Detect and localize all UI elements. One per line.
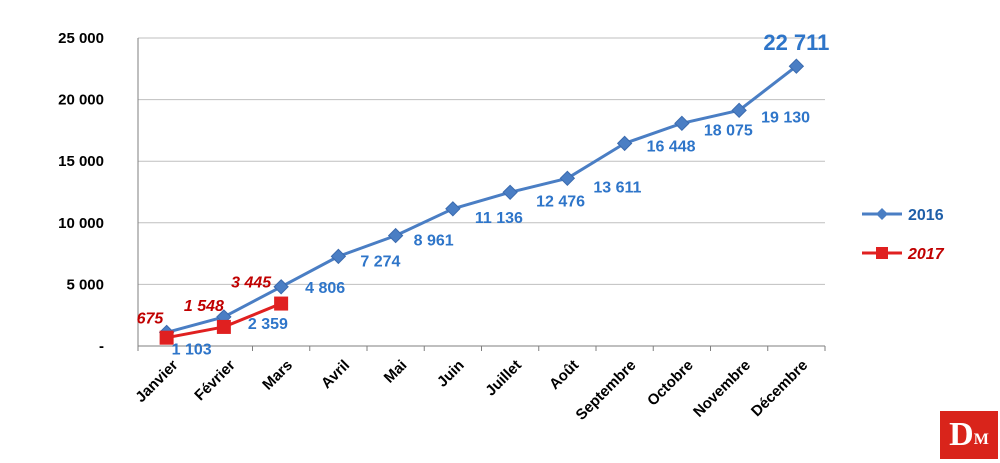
point-2016 xyxy=(330,248,347,265)
x-tick-label: Décembre xyxy=(748,357,811,420)
legend-label-2017: 2017 xyxy=(907,246,945,263)
x-axis-ticks: Janvier Février Mars Avril Mai Juin Juillet Aoû… xyxy=(132,357,811,424)
data-label-2016: 12 476 xyxy=(536,193,585,210)
watermark-logo: D M xyxy=(940,411,998,459)
legend-label-2016: 2016 xyxy=(908,207,944,224)
series-layer xyxy=(158,58,805,345)
point-2016 xyxy=(387,227,404,244)
x-tick-label: Février xyxy=(191,357,239,405)
data-label-2017: 675 xyxy=(137,311,165,328)
data-label-2016: 19 130 xyxy=(761,109,810,126)
x-tick-label: Avril xyxy=(318,357,353,392)
gridlines xyxy=(138,37,825,285)
y-tick-label: 5 000 xyxy=(66,276,104,293)
x-tick-label: Mai xyxy=(381,357,411,387)
x-tick-label: Octobre xyxy=(644,357,697,410)
series-line-2016 xyxy=(166,65,798,334)
point-2017 xyxy=(159,330,174,345)
data-labels: 1 103 2 359 4 806 7 274 8 961 11 136 12 476 13 … xyxy=(137,30,830,358)
axes xyxy=(137,38,826,351)
data-label-2016: 13 611 xyxy=(593,179,641,196)
point-2016 xyxy=(559,170,576,187)
data-label-2016: 2 359 xyxy=(248,316,288,333)
watermark-letter-m: M xyxy=(973,431,989,448)
x-tick-label: Novembre xyxy=(690,357,754,421)
data-label-2016: 18 075 xyxy=(704,122,753,139)
y-tick-label: 25 000 xyxy=(58,30,104,47)
point-2017 xyxy=(216,319,231,334)
x-tick-label: Septembre xyxy=(573,357,640,424)
y-tick-label: 10 000 xyxy=(58,215,104,232)
legend-marker-2016 xyxy=(876,208,888,220)
data-label-2016: 4 806 xyxy=(305,280,345,297)
point-2016 xyxy=(788,58,805,74)
point-2016 xyxy=(445,201,461,217)
data-label-2017: 1 548 xyxy=(184,298,224,315)
point-2016 xyxy=(731,102,747,119)
data-label-2016: 16 448 xyxy=(647,138,696,155)
x-tick-label: Août xyxy=(546,357,582,393)
data-label-2016: 7 274 xyxy=(360,253,400,270)
legend-marker-2017 xyxy=(876,247,888,259)
watermark-letter-d: D xyxy=(949,416,974,453)
x-tick-label: Juin xyxy=(434,357,468,391)
data-label-2016: 22 711 xyxy=(763,30,829,55)
y-tick-label: 20 000 xyxy=(58,92,104,109)
y-tick-label: 15 000 xyxy=(58,153,104,170)
point-2016 xyxy=(674,115,690,132)
x-tick-label: Mars xyxy=(259,357,296,394)
point-2016 xyxy=(502,184,518,201)
data-label-2016: 1 103 xyxy=(172,341,212,358)
y-axis-ticks: - 5 000 10 000 15 000 20 000 25 000 xyxy=(58,30,104,355)
x-tick-label: Janvier xyxy=(132,357,181,406)
point-2016 xyxy=(616,135,633,152)
y-tick-label: - xyxy=(99,338,104,355)
data-label-2016: 11 136 xyxy=(475,210,523,227)
data-label-2016: 8 961 xyxy=(414,233,454,250)
legend: 2016 2017 xyxy=(862,207,945,263)
data-label-2017: 3 445 xyxy=(231,275,272,292)
point-2017 xyxy=(274,296,289,311)
x-tick-label: Juillet xyxy=(482,357,525,400)
point-2016 xyxy=(273,279,289,295)
